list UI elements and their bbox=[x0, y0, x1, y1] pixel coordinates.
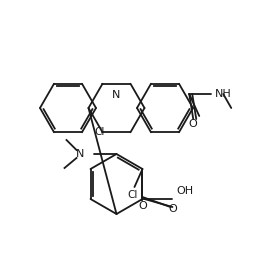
Text: N: N bbox=[112, 90, 121, 100]
Text: O: O bbox=[168, 204, 177, 214]
Text: N: N bbox=[76, 149, 85, 159]
Text: Cl: Cl bbox=[127, 190, 138, 200]
Text: OH: OH bbox=[176, 186, 194, 196]
Text: Cl: Cl bbox=[95, 127, 105, 137]
Text: O: O bbox=[138, 201, 147, 211]
Text: O: O bbox=[189, 119, 198, 129]
Text: NH: NH bbox=[215, 89, 232, 99]
